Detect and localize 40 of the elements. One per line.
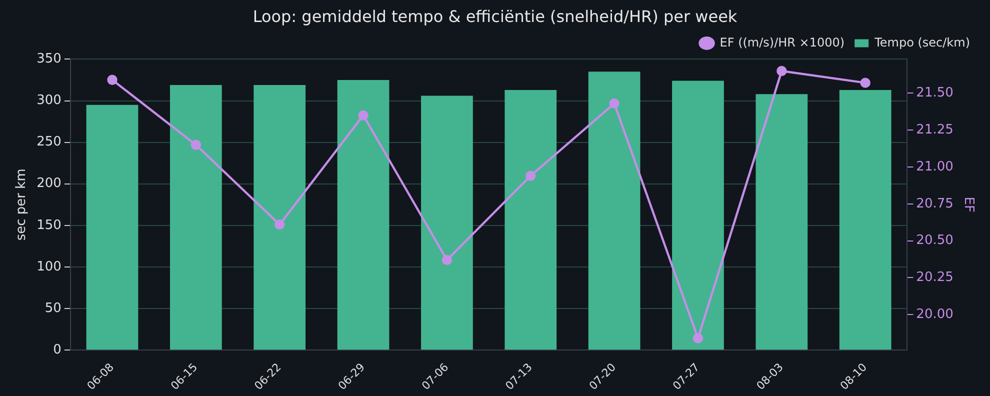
bar	[254, 84, 306, 350]
point	[526, 170, 536, 181]
y-tick-label: 150	[36, 218, 62, 233]
y-tick-label: 350	[36, 52, 62, 67]
y-tick-label: 100	[36, 259, 62, 274]
y2-tick-label: 20.50	[916, 233, 954, 248]
point	[358, 110, 368, 120]
y2-tick-label: 21.00	[916, 159, 954, 174]
point	[776, 66, 787, 76]
bar	[337, 80, 390, 350]
y-tick-label: 0	[53, 342, 62, 358]
y-axis-title: sec per km	[14, 168, 30, 241]
bar	[756, 94, 808, 350]
point	[442, 254, 452, 266]
y-tick-label: 200	[36, 176, 62, 192]
y2-tick-label: 20.25	[916, 270, 954, 286]
y2-tick-label: 20.00	[916, 307, 954, 322]
point	[274, 219, 285, 230]
point	[107, 74, 118, 85]
bar	[839, 90, 892, 350]
bar	[421, 96, 473, 350]
bar	[170, 84, 222, 350]
y2-axis-title: EF	[960, 196, 976, 212]
point	[609, 98, 620, 109]
legend-label: Tempo (sec/km)	[874, 35, 970, 50]
y2-tick-label: 20.75	[916, 196, 954, 212]
y-tick-label: 250	[36, 134, 62, 150]
point	[860, 78, 870, 88]
legend-label: EF ((m/s)/HR ×1000)	[720, 35, 845, 50]
bar	[672, 80, 724, 350]
y2-tick-label: 21.25	[916, 122, 954, 138]
point	[190, 140, 202, 150]
chart-title: Loop: gemiddeld tempo & efficiëntie (snelheid/HR) per week	[252, 6, 738, 26]
bar	[86, 104, 138, 350]
y-tick-label: 300	[36, 93, 62, 108]
point	[692, 333, 704, 344]
bar	[588, 72, 640, 350]
y2-tick-label: 21.50	[916, 86, 954, 101]
bar	[504, 90, 557, 350]
y-tick-label: 50	[44, 300, 62, 316]
